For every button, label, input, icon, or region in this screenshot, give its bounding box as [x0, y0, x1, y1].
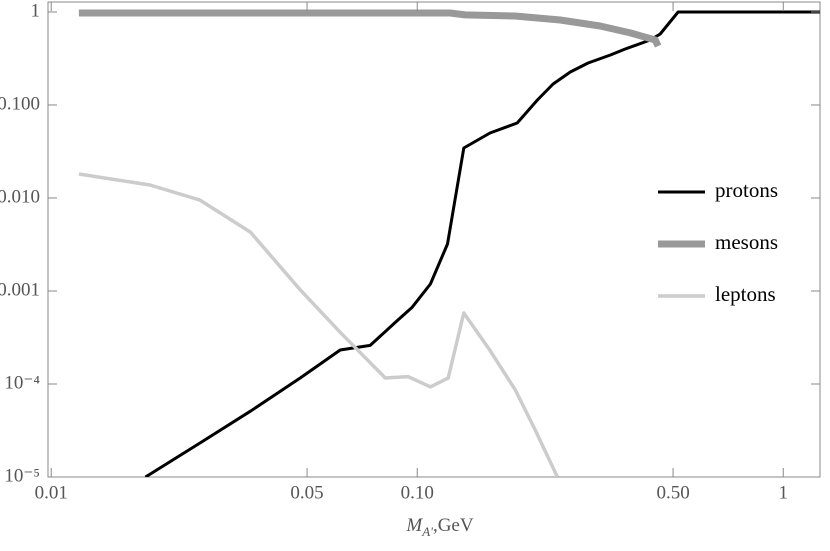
x-tick-label: 0.50 — [656, 482, 689, 503]
x-label-unit: ,GeV — [433, 515, 474, 536]
series-line — [78, 172, 559, 477]
x-tick-label: 1 — [779, 482, 789, 503]
legend-label: leptons — [715, 282, 776, 306]
legend-label: protons — [715, 178, 778, 202]
x-tick-label: 0.10 — [401, 482, 434, 503]
series-line — [144, 10, 820, 477]
x-tick-label: 0.01 — [35, 482, 68, 503]
y-tick-label: 10⁻⁴ — [4, 372, 40, 393]
y-tick-label: 0.010 — [0, 186, 40, 207]
series-line — [78, 9, 662, 48]
y-tick-label: 0.001 — [0, 279, 40, 300]
x-label-subscript: A' — [421, 524, 433, 539]
legend-label: mesons — [715, 230, 778, 254]
y-tick-label: 1 — [31, 0, 41, 21]
y-tick-label: 10⁻⁵ — [4, 465, 40, 486]
plot-frame — [47, 1, 821, 478]
plot-area — [78, 9, 820, 477]
x-tick-label: 0.05 — [290, 482, 323, 503]
y-tick-label: 0.100 — [0, 93, 40, 114]
x-label-symbol: M — [405, 515, 423, 536]
x-axis-label: MA',GeV — [405, 515, 473, 539]
